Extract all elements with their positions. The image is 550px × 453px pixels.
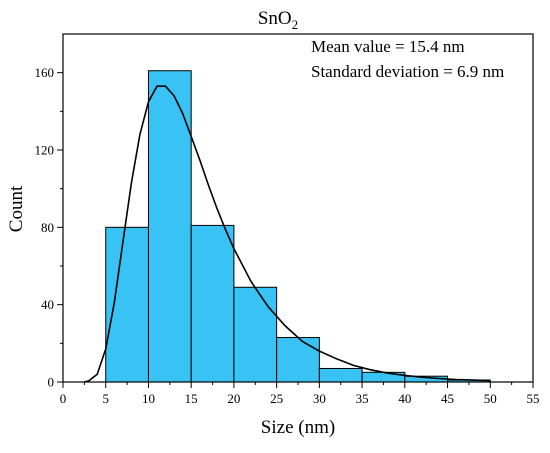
x-tick-label: 45 bbox=[441, 391, 454, 406]
y-tick-label: 80 bbox=[41, 220, 54, 235]
x-tick-label: 5 bbox=[102, 391, 109, 406]
x-tick-label: 50 bbox=[484, 391, 497, 406]
x-tick-label: 15 bbox=[185, 391, 198, 406]
y-tick-label: 120 bbox=[35, 143, 55, 158]
bars-layer bbox=[105, 70, 491, 383]
y-axis-title: Count bbox=[6, 185, 27, 232]
annotation-mean: Mean value = 15.4 nm bbox=[311, 37, 465, 56]
x-tick-label: 25 bbox=[270, 391, 283, 406]
histogram-bar bbox=[318, 367, 363, 383]
histogram-bar bbox=[105, 226, 149, 383]
chart-title: SnO2 bbox=[258, 8, 298, 32]
x-tick-label: 30 bbox=[313, 391, 326, 406]
histogram-bar bbox=[147, 70, 192, 383]
y-tick-label: 0 bbox=[48, 375, 55, 390]
fit-curve bbox=[84, 85, 491, 383]
histogram-bar bbox=[233, 286, 278, 383]
annotation-std: Standard deviation = 6.9 nm bbox=[311, 62, 504, 81]
x-axis-ticks: 0 5 10 15 20 25 30 35 40 45 50 55 bbox=[60, 382, 540, 406]
y-tick-label: 40 bbox=[41, 297, 54, 312]
x-tick-label: 40 bbox=[398, 391, 411, 406]
x-tick-label: 35 bbox=[356, 391, 369, 406]
x-tick-label: 10 bbox=[142, 391, 155, 406]
x-tick-label: 0 bbox=[60, 391, 67, 406]
y-axis-ticks: 0 40 80 120 160 bbox=[35, 65, 63, 390]
x-tick-label: 20 bbox=[227, 391, 240, 406]
y-tick-label: 160 bbox=[35, 65, 55, 80]
histogram-bar bbox=[276, 337, 320, 383]
histogram-bar bbox=[190, 224, 235, 383]
x-axis-title: Size (nm) bbox=[261, 417, 335, 438]
x-tick-label: 55 bbox=[527, 391, 540, 406]
